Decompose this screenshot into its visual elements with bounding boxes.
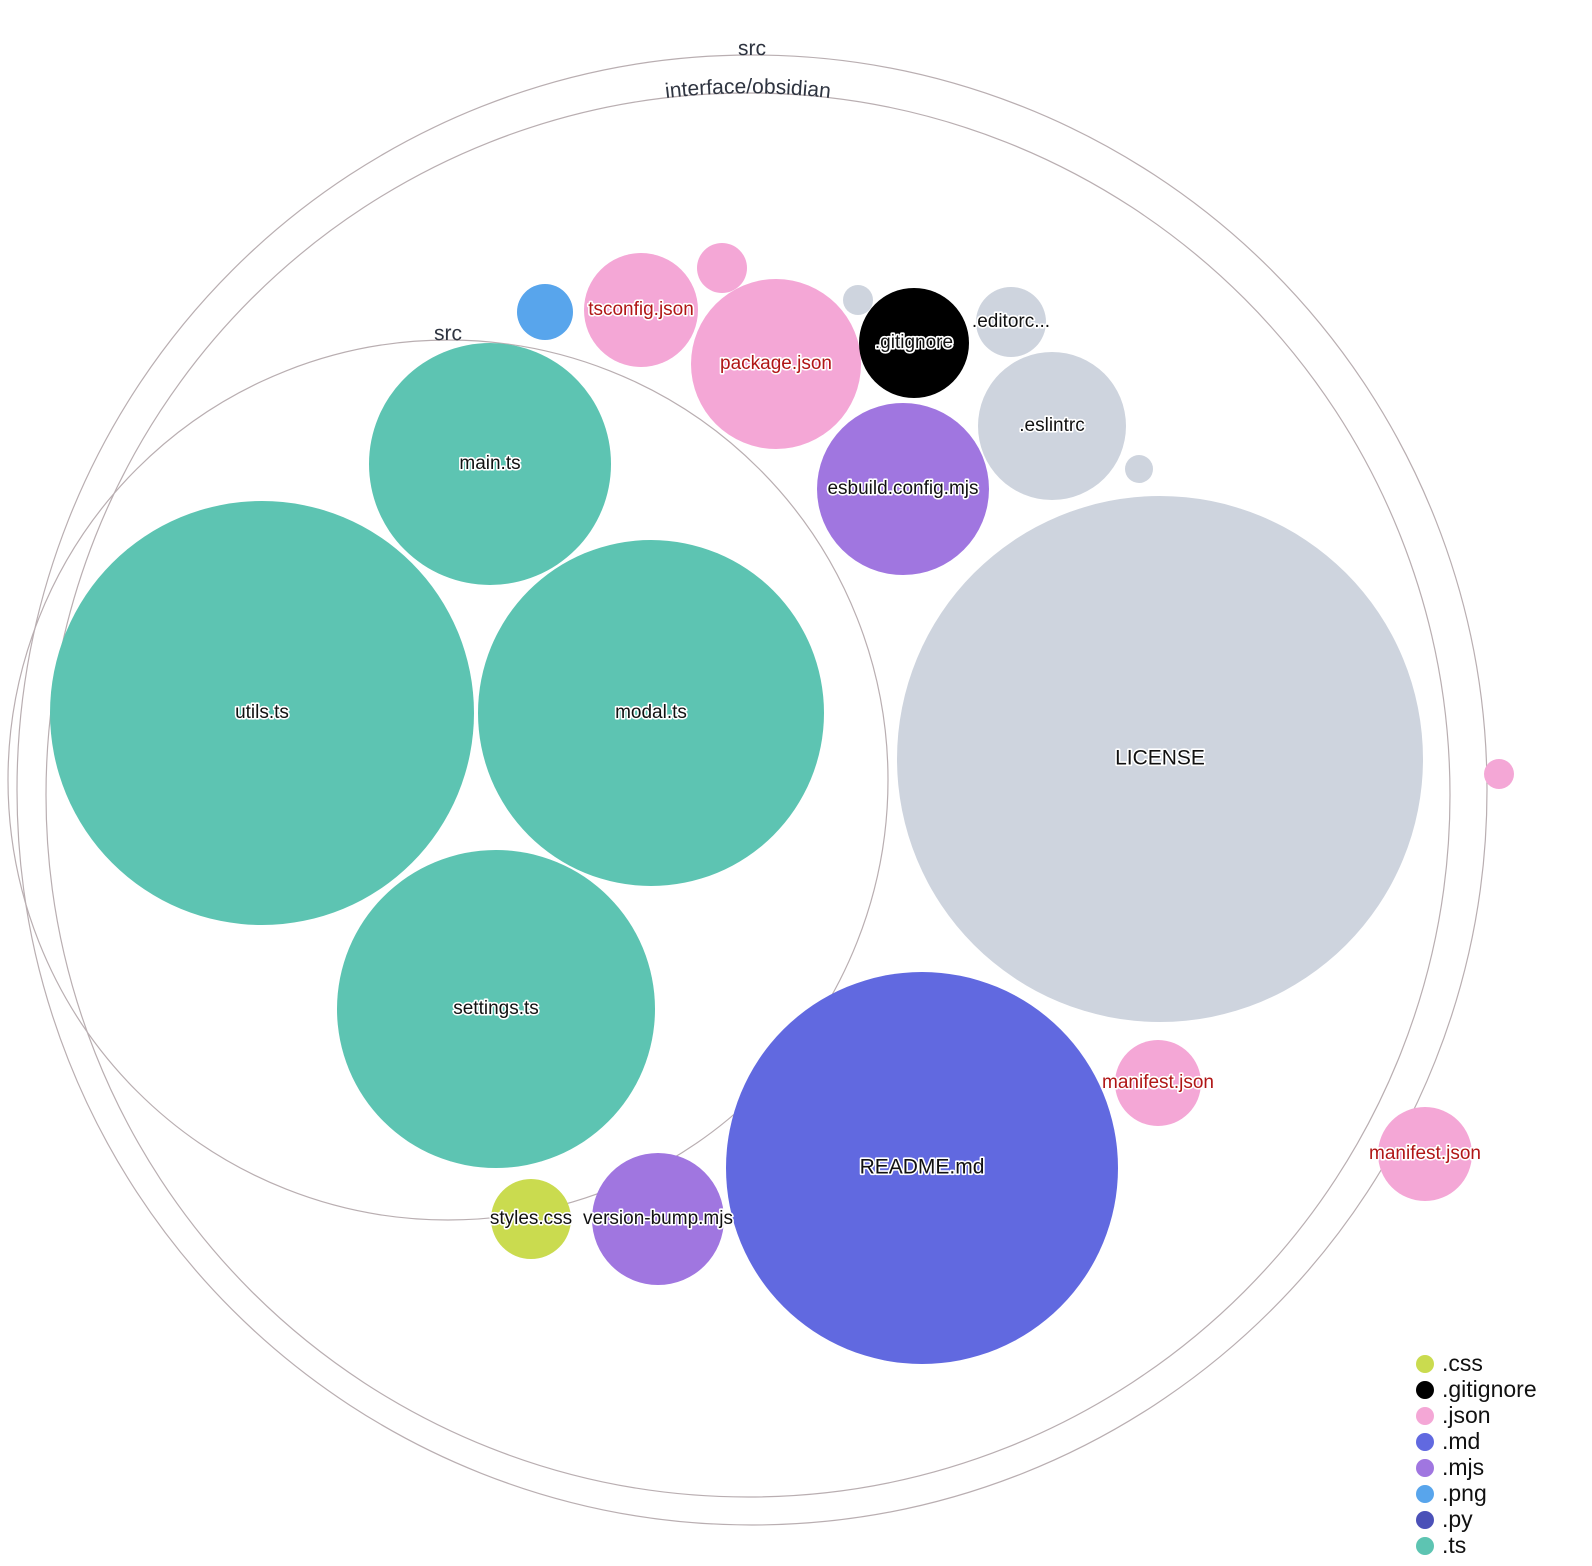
label-modal.ts: modal.ts xyxy=(615,702,687,723)
legend-label-mjs: .mjs xyxy=(1442,1454,1485,1480)
legend-item-md[interactable]: .md xyxy=(1416,1429,1480,1454)
legend-label-json: .json xyxy=(1442,1402,1491,1428)
circle-png-asset[interactable] xyxy=(517,284,573,340)
legend-item-png[interactable]: .png xyxy=(1416,1481,1487,1506)
node-manifest.json-inner[interactable]: manifest.json xyxy=(1100,1040,1216,1126)
node-tsconfig.json[interactable]: tsconfig.json xyxy=(584,253,698,367)
label-README.md: README.md xyxy=(860,1156,985,1179)
nesting-rings xyxy=(7,54,1488,1526)
legend-swatch-icon-mjs xyxy=(1416,1458,1434,1477)
label-.eslintrc: .eslintrc xyxy=(1019,415,1084,436)
circle-tsconfig.json[interactable] xyxy=(584,253,698,367)
node-.editorconfig[interactable]: .editorc... xyxy=(970,287,1052,357)
node-noext-small-a[interactable] xyxy=(843,285,873,315)
node-json-small-top[interactable] xyxy=(697,243,747,293)
node-png-asset[interactable] xyxy=(517,284,573,340)
circle-.gitignore[interactable] xyxy=(859,288,969,398)
node-.eslintrc[interactable]: .eslintrc xyxy=(978,352,1126,500)
node-json-small-right[interactable] xyxy=(1484,759,1514,789)
arc-label-interface-obsidian-text: interface/obsidian xyxy=(664,75,832,103)
circle-manifest.json-outer[interactable] xyxy=(1378,1107,1472,1201)
label-esbuild.config.mjs: esbuild.config.mjs xyxy=(827,478,978,499)
circle-main.ts[interactable] xyxy=(369,343,611,585)
legend-swatch-icon-gitignore xyxy=(1416,1380,1434,1399)
circle-package.json[interactable] xyxy=(691,279,861,449)
legend-label-gitignore: .gitignore xyxy=(1442,1376,1537,1402)
label-LICENSE: LICENSE xyxy=(1115,747,1205,770)
legend-swatch-icon-ts xyxy=(1416,1536,1434,1555)
legend-swatch-icon-md xyxy=(1416,1432,1434,1451)
circle-styles.css[interactable] xyxy=(491,1179,571,1259)
legend-item-mjs[interactable]: .mjs xyxy=(1416,1455,1484,1480)
label-manifest.json-inner: manifest.json xyxy=(1102,1072,1214,1093)
circle-version-bump.mjs[interactable] xyxy=(592,1153,724,1285)
ring-outer xyxy=(45,92,1451,1498)
label-.gitignore: .gitignore xyxy=(875,332,953,353)
legend-label-py: .py xyxy=(1442,1506,1473,1532)
circle-utils.ts[interactable] xyxy=(50,501,474,925)
node-modal.ts[interactable]: modal.ts xyxy=(478,540,824,886)
node-version-bump.mjs[interactable]: version-bump.mjs xyxy=(581,1153,735,1285)
circle-noext-small-a[interactable] xyxy=(843,285,873,315)
node-esbuild.config.mjs[interactable]: esbuild.config.mjs xyxy=(817,403,989,575)
circle-json-small-right[interactable] xyxy=(1484,759,1514,789)
arc-label-src-inner-text: src xyxy=(434,322,462,345)
legend-item-json[interactable]: .json xyxy=(1416,1403,1491,1428)
circle-json-small-top[interactable] xyxy=(697,243,747,293)
label-manifest.json-outer: manifest.json xyxy=(1369,1143,1481,1164)
circle-LICENSE[interactable] xyxy=(897,496,1423,1022)
legend-item-css[interactable]: .css xyxy=(1416,1351,1483,1376)
circle-esbuild.config.mjs[interactable] xyxy=(817,403,989,575)
node-.gitignore[interactable]: .gitignore xyxy=(859,288,969,398)
label-.editorconfig: .editorc... xyxy=(972,311,1050,332)
label-styles.css: styles.css xyxy=(490,1208,572,1229)
arc-label-src-outermost-text: src xyxy=(738,37,766,60)
legend-swatch-icon-json xyxy=(1416,1406,1434,1425)
node-LICENSE[interactable]: LICENSE xyxy=(897,496,1423,1022)
arc-label-src-inner: src xyxy=(434,322,462,345)
label-settings.ts: settings.ts xyxy=(453,998,539,1019)
file-circles: utils.ts modal.ts settings.ts main.ts LICENS… xyxy=(50,243,1514,1364)
circle-settings.ts[interactable] xyxy=(337,850,655,1168)
node-styles.css[interactable]: styles.css xyxy=(488,1179,574,1259)
node-manifest.json-outer[interactable]: manifest.json xyxy=(1367,1107,1483,1201)
node-package.json[interactable]: package.json xyxy=(691,279,861,449)
legend-swatch-icon-py xyxy=(1416,1510,1434,1529)
arc-label-interface-obsidian: interface/obsidian xyxy=(664,75,832,103)
legend-swatch-icon-png xyxy=(1416,1484,1434,1503)
legend-item-py[interactable]: .py xyxy=(1416,1507,1473,1532)
legend-item-gitignore[interactable]: .gitignore xyxy=(1416,1377,1537,1402)
circle-.editorconfig[interactable] xyxy=(976,287,1046,357)
ring-outermost xyxy=(16,54,1488,1526)
node-settings.ts[interactable]: settings.ts xyxy=(337,850,655,1168)
legend-label-css: .css xyxy=(1442,1350,1483,1376)
label-tsconfig.json: tsconfig.json xyxy=(588,299,694,320)
label-utils.ts: utils.ts xyxy=(235,702,289,723)
file-type-legend: .css .gitignore .json .md .mjs .png .py .ts xyxy=(1416,1351,1586,1558)
circle-noext-small-b[interactable] xyxy=(1125,455,1153,483)
legend-label-md: .md xyxy=(1442,1428,1481,1454)
ring-src-inner xyxy=(7,339,889,1221)
circle-README.md[interactable] xyxy=(726,972,1118,1364)
circle-modal.ts[interactable] xyxy=(478,540,824,886)
node-README.md[interactable]: README.md xyxy=(726,972,1118,1364)
legend-label-png: .png xyxy=(1442,1480,1487,1506)
node-utils.ts[interactable]: utils.ts xyxy=(50,501,474,925)
legend-label-ts: .ts xyxy=(1442,1532,1467,1558)
label-package.json: package.json xyxy=(720,353,832,374)
node-noext-small-b[interactable] xyxy=(1125,455,1153,483)
circle-manifest.json-inner[interactable] xyxy=(1115,1040,1201,1126)
legend-swatch-icon-css xyxy=(1416,1354,1434,1373)
legend-item-ts[interactable]: .ts xyxy=(1416,1533,1466,1558)
directory-arc-labels: src interface/obsidian src xyxy=(434,37,832,345)
circle-.eslintrc[interactable] xyxy=(978,352,1126,500)
arc-label-src-outermost: src xyxy=(738,37,766,60)
label-version-bump.mjs: version-bump.mjs xyxy=(583,1208,733,1229)
label-main.ts: main.ts xyxy=(459,453,520,474)
node-main.ts[interactable]: main.ts xyxy=(369,343,611,585)
